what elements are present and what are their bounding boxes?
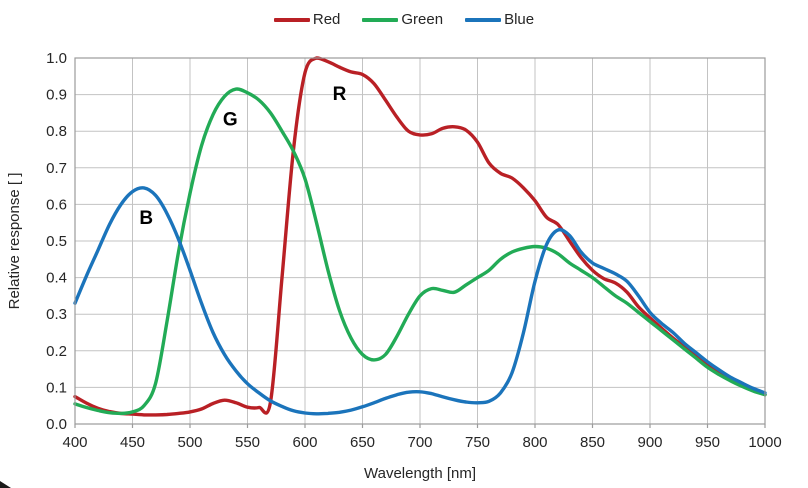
tick-labels: 400 450 500 550 600 650 700 750 800 850 900 950 1000… [46,50,782,451]
y-tick-label: 1.0 [46,50,67,67]
curves [73,56,767,417]
y-tick-label: 0.5 [46,233,67,250]
x-tick-label: 750 [465,434,490,451]
curve-annotations: B G R [139,84,346,229]
y-axis-title: Relative response [ ] [6,173,23,310]
curve-label-b: B [139,208,153,229]
x-tick-label: 600 [292,434,317,451]
x-axis-title: Wavelength [nm] [364,465,476,482]
y-tick-label: 0.6 [46,196,67,213]
curve-label-g: G [223,109,238,130]
x-tick-label: 450 [120,434,145,451]
corner-artifact [0,481,11,488]
x-tick-label: 650 [350,434,375,451]
curve-label-r: R [333,84,347,105]
x-tick-label: 950 [695,434,720,451]
y-tick-label: 0.8 [46,123,67,140]
y-tick-label: 0.2 [46,343,67,360]
blue-response-curve [73,186,767,416]
x-tick-label: 400 [62,434,87,451]
y-tick-label: 0.4 [46,270,67,287]
y-tick-label: 0.7 [46,160,67,177]
x-tick-label: 500 [177,434,202,451]
y-tick-label: 0.9 [46,87,67,104]
y-tick-label: 0.1 [46,379,67,396]
axes [74,57,766,428]
x-tick-label: 1000 [748,434,781,451]
y-tick-label: 0.0 [46,416,67,433]
x-tick-label: 900 [637,434,662,451]
x-tick-label: 800 [522,434,547,451]
y-tick-label: 0.3 [46,306,67,323]
x-tick-label: 550 [235,434,260,451]
x-tick-label: 700 [407,434,432,451]
x-tick-label: 850 [580,434,605,451]
red-response-curve [73,56,767,417]
green-response-curve [73,87,767,416]
